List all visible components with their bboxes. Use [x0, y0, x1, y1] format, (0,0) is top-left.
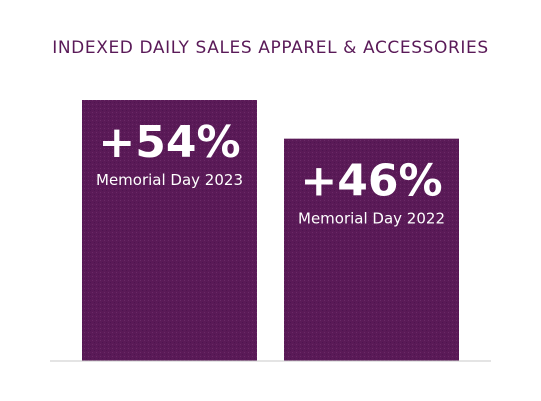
bar-category-label-2: Memorial Day 2022 [298, 210, 445, 228]
bars-group: +54% Memorial Day 2023 +46% Memorial Day 20… [82, 100, 459, 361]
bar-value-label-2: +46% [300, 156, 442, 207]
bar-category-label-1: Memorial Day 2023 [96, 171, 243, 189]
bar-value-label-1: +54% [98, 117, 240, 168]
bar-2 [284, 138, 459, 361]
chart-title: INDEXED DAILY SALES APPAREL & ACCESSORIE… [52, 38, 489, 58]
bar-1 [82, 100, 257, 361]
